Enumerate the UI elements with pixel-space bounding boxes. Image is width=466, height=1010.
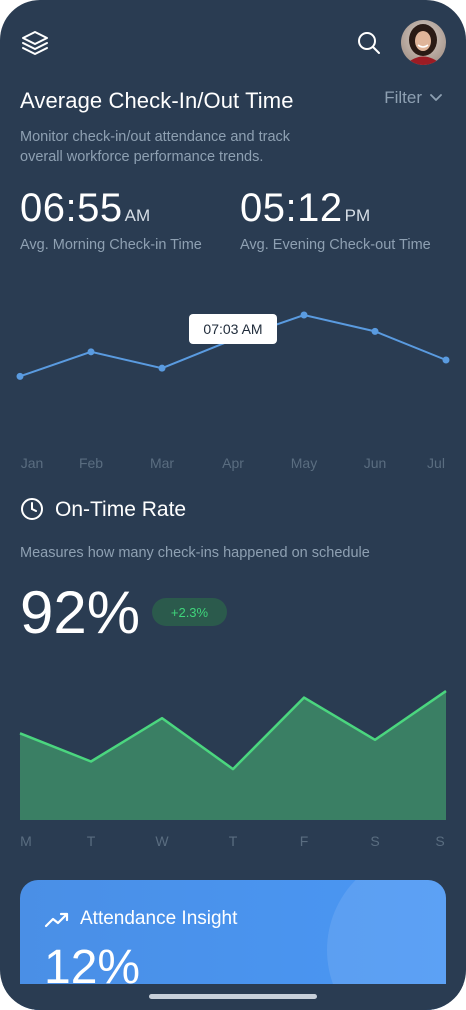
data-point[interactable] [442,356,450,364]
chevron-down-icon [430,94,442,101]
series-line [19,690,447,771]
chart-tooltip: 07:03 AM [189,314,277,344]
data-point[interactable] [158,364,166,372]
evening-time-label: Avg. Evening Check-out Time [240,237,431,253]
layers-icon[interactable] [20,28,50,58]
data-point[interactable] [87,348,95,356]
filter-label: Filter [384,88,422,107]
day-tick-label: F [299,833,309,849]
clock-icon [20,497,44,521]
month-tick-label: Mar [149,455,175,471]
day-tick-label: W [155,833,169,849]
data-point[interactable] [16,372,24,380]
filter-dropdown[interactable]: Filter [384,88,442,108]
ontime-description: Measures how many check-ins happened on … [20,545,370,561]
ontime-value: 92% [20,579,141,646]
day-tick-label: T [228,833,238,849]
search-icon[interactable] [356,30,382,56]
day-tick-label: S [370,833,380,849]
data-point[interactable] [300,311,308,319]
checkin-line-chart [16,311,450,380]
data-point[interactable] [371,327,379,335]
trending-up-icon [44,910,70,930]
month-tick-label: Jan [20,455,44,471]
month-axis: Jan Feb Mar Apr May Jun Jul [0,455,466,475]
month-tick-label: Feb [78,455,104,471]
morning-time: 06:55 AM [20,186,150,231]
morning-time-value: 06:55 [20,186,123,230]
home-indicator[interactable] [149,994,317,999]
day-tick-label: M [20,833,32,849]
morning-time-label: Avg. Morning Check-in Time [20,237,202,253]
evening-time: 05:12 PM [240,186,370,231]
month-tick-label: May [290,455,318,471]
morning-time-suffix: AM [124,206,151,225]
ontime-area-chart [19,690,447,820]
series-area [20,691,446,820]
month-tick-label: Jun [363,455,387,471]
day-tick-label: T [86,833,96,849]
avatar[interactable] [401,20,446,65]
day-tick-label: S [435,833,445,849]
ontime-change-badge: +2.3% [152,598,227,626]
month-tick-label: Jul [427,455,445,471]
evening-time-suffix: PM [344,206,371,225]
checkin-description: Monitor check-in/out attendance and trac… [20,129,291,165]
insight-title: Attendance Insight [80,908,238,929]
ontime-title: On-Time Rate [55,498,187,521]
month-tick-label: Apr [222,455,244,471]
checkin-title: Average Check-In/Out Time [20,88,294,113]
evening-time-value: 05:12 [240,186,343,230]
